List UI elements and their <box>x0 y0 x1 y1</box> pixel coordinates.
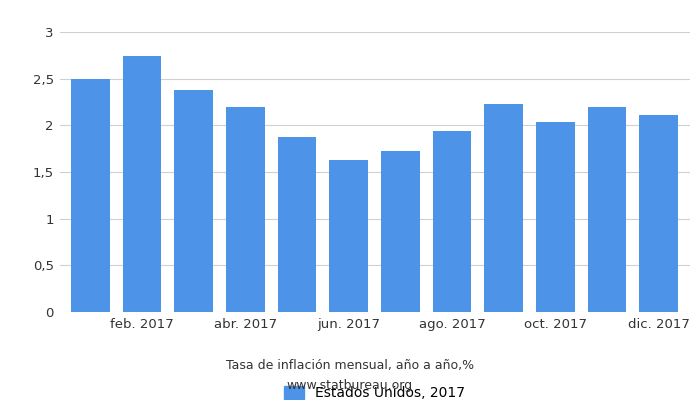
Bar <box>639 115 678 312</box>
Bar <box>381 150 420 312</box>
Bar <box>587 107 626 312</box>
Bar <box>329 160 368 312</box>
Bar <box>71 79 110 312</box>
Bar <box>174 90 213 312</box>
Bar <box>122 56 162 312</box>
Bar <box>484 104 523 312</box>
Text: Tasa de inflación mensual, año a año,%: Tasa de inflación mensual, año a año,% <box>226 360 474 372</box>
Bar <box>226 107 265 312</box>
Bar <box>536 122 575 312</box>
Legend: Estados Unidos, 2017: Estados Unidos, 2017 <box>278 380 471 400</box>
Bar <box>433 131 471 312</box>
Bar <box>278 138 316 312</box>
Text: www.statbureau.org: www.statbureau.org <box>287 380 413 392</box>
